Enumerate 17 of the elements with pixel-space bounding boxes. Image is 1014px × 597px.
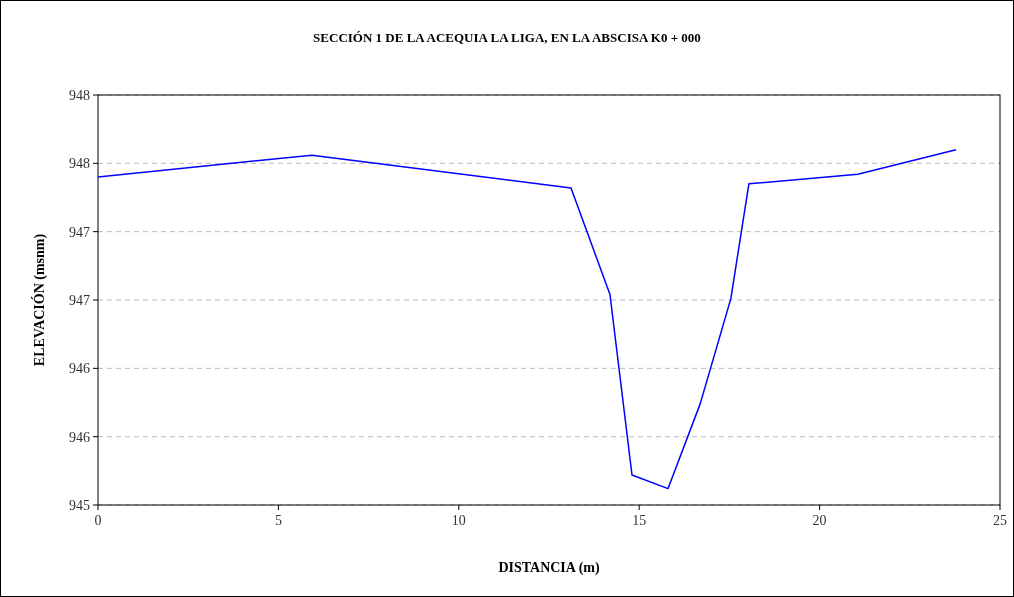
- x-tick-label: 20: [812, 513, 827, 528]
- y-tick-label: 947: [69, 293, 90, 308]
- x-tick-label: 10: [451, 513, 466, 528]
- x-axis-title: DISTANCIA (m): [498, 560, 600, 576]
- y-axis-title: ELEVACIÓN (msnm): [31, 233, 48, 367]
- chart-title: SECCIÓN 1 DE LA ACEQUIA LA LIGA, EN LA ABSCISA K0 + 000: [313, 30, 701, 45]
- x-tick-label: 15: [632, 513, 647, 528]
- x-tick-label: 0: [94, 513, 102, 528]
- x-tick-label: 5: [274, 513, 282, 528]
- y-tick-label: 946: [69, 361, 90, 377]
- x-tick-label: 25: [993, 513, 1007, 528]
- y-tick-label: 945: [69, 498, 90, 513]
- line-series: [97, 148, 957, 490]
- y-tick-label: 948: [69, 156, 90, 172]
- y-tick-label: 948: [69, 88, 90, 103]
- y-tick-label: 946: [69, 429, 90, 445]
- y-tick-label: 947: [69, 224, 90, 240]
